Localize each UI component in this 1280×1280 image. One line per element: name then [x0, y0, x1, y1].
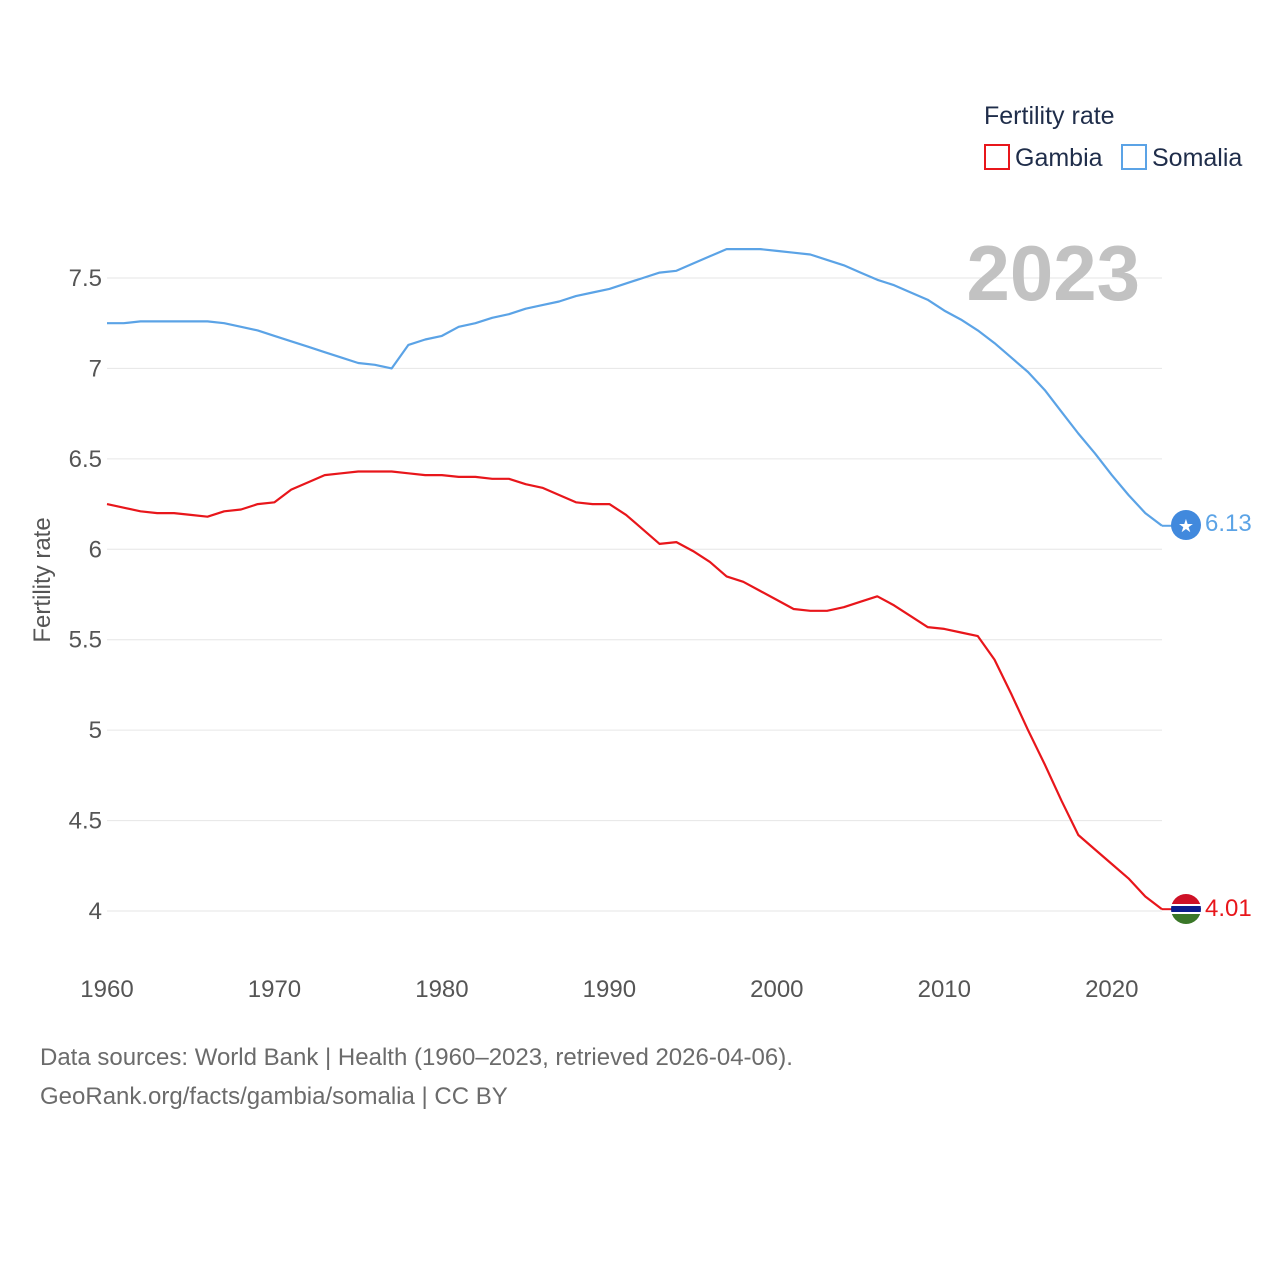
x-tick-label: 1960	[80, 976, 133, 1003]
x-tick-label: 1970	[248, 976, 301, 1003]
grid-lines	[107, 277, 1162, 912]
y-tick-label: 6.5	[69, 446, 102, 473]
x-tick-label: 2020	[1085, 976, 1138, 1003]
legend-title: Fertility rate	[984, 102, 1115, 130]
somalia-flag-icon: ★	[1171, 510, 1201, 540]
x-axis-ticks: 1960 1970 1980 1990 2000 2010 2020	[80, 976, 1138, 1003]
gambia-end-value-label: 4.01	[1205, 895, 1252, 922]
current-year-label: 2023	[966, 229, 1140, 317]
legend-label-gambia: Gambia	[1015, 144, 1103, 172]
y-tick-label: 7.5	[69, 265, 102, 292]
series-line-gambia[interactable]	[106, 470, 1163, 911]
footer-sources: Data sources: World Bank | Health (1960–…	[40, 1044, 793, 1071]
footer-attribution: GeoRank.org/facts/gambia/somalia | CC BY	[40, 1083, 508, 1110]
x-tick-label: 2010	[918, 976, 971, 1003]
y-tick-label: 5.5	[69, 627, 102, 654]
x-tick-label: 1980	[415, 976, 468, 1003]
somalia-end-value-label: 6.13	[1205, 510, 1252, 537]
gambia-flag-icon	[1171, 894, 1201, 924]
y-tick-label: 5	[89, 717, 102, 744]
legend-item-gambia[interactable]: Gambia	[984, 144, 1103, 172]
y-tick-label: 7	[89, 355, 102, 382]
legend-label-somalia: Somalia	[1152, 144, 1242, 172]
y-tick-label: 6	[89, 536, 102, 563]
legend-item-somalia[interactable]: Somalia	[1121, 144, 1242, 172]
legend-swatch-gambia	[984, 144, 1010, 170]
legend-swatch-somalia	[1121, 144, 1147, 170]
y-axis-ticks: 4 4.5 5 5.5 6 6.5 7 7.5	[69, 265, 102, 925]
x-tick-label: 1990	[583, 976, 636, 1003]
series-lines	[106, 248, 1172, 911]
y-tick-label: 4.5	[69, 808, 102, 835]
y-tick-label: 4	[89, 898, 102, 925]
series-line-somalia[interactable]	[107, 248, 1163, 527]
y-axis-label: Fertility rate	[29, 517, 56, 642]
svg-text:★: ★	[1178, 516, 1194, 537]
legend: Fertility rate Gambia Somalia	[984, 102, 1242, 172]
x-tick-label: 2000	[750, 976, 803, 1003]
